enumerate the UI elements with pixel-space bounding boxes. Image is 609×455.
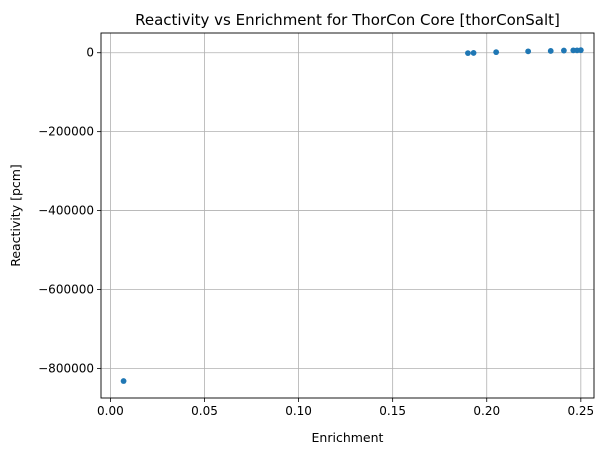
- x-tick-label: 0.00: [97, 404, 124, 418]
- y-tick-label: −800000: [38, 361, 94, 375]
- x-tick-label: 0.15: [379, 404, 406, 418]
- x-tick-label: 0.10: [285, 404, 312, 418]
- data-point: [525, 48, 532, 55]
- data-point: [577, 47, 584, 54]
- y-tick-label: −200000: [38, 125, 94, 139]
- x-axis-ticks: 0.00 0.05 0.10 0.15 0.20 0.25: [97, 398, 594, 418]
- data-point: [493, 49, 500, 56]
- data-point: [470, 50, 477, 56]
- x-tick-label: 0.05: [191, 404, 218, 418]
- x-axis-label: Enrichment: [312, 430, 384, 445]
- plot-area-frame: [100, 32, 595, 399]
- grid-lines: [101, 33, 594, 398]
- y-tick-label: 0: [86, 46, 94, 60]
- chart-title: Reactivity vs Enrichment for ThorCon Cor…: [135, 11, 560, 29]
- x-tick-label: 0.20: [473, 404, 500, 418]
- y-axis-ticks: 0 −200000 −400000 −600000 −800000: [38, 46, 101, 375]
- y-tick-label: −400000: [38, 204, 94, 218]
- x-tick-label: 0.25: [567, 404, 594, 418]
- y-tick-label: −600000: [38, 282, 94, 296]
- data-point: [560, 47, 567, 54]
- data-point: [120, 378, 127, 384]
- y-axis-label: Reactivity [pcm]: [8, 164, 23, 267]
- data-points: [120, 47, 584, 384]
- data-point: [547, 48, 554, 54]
- data-point: [465, 50, 471, 57]
